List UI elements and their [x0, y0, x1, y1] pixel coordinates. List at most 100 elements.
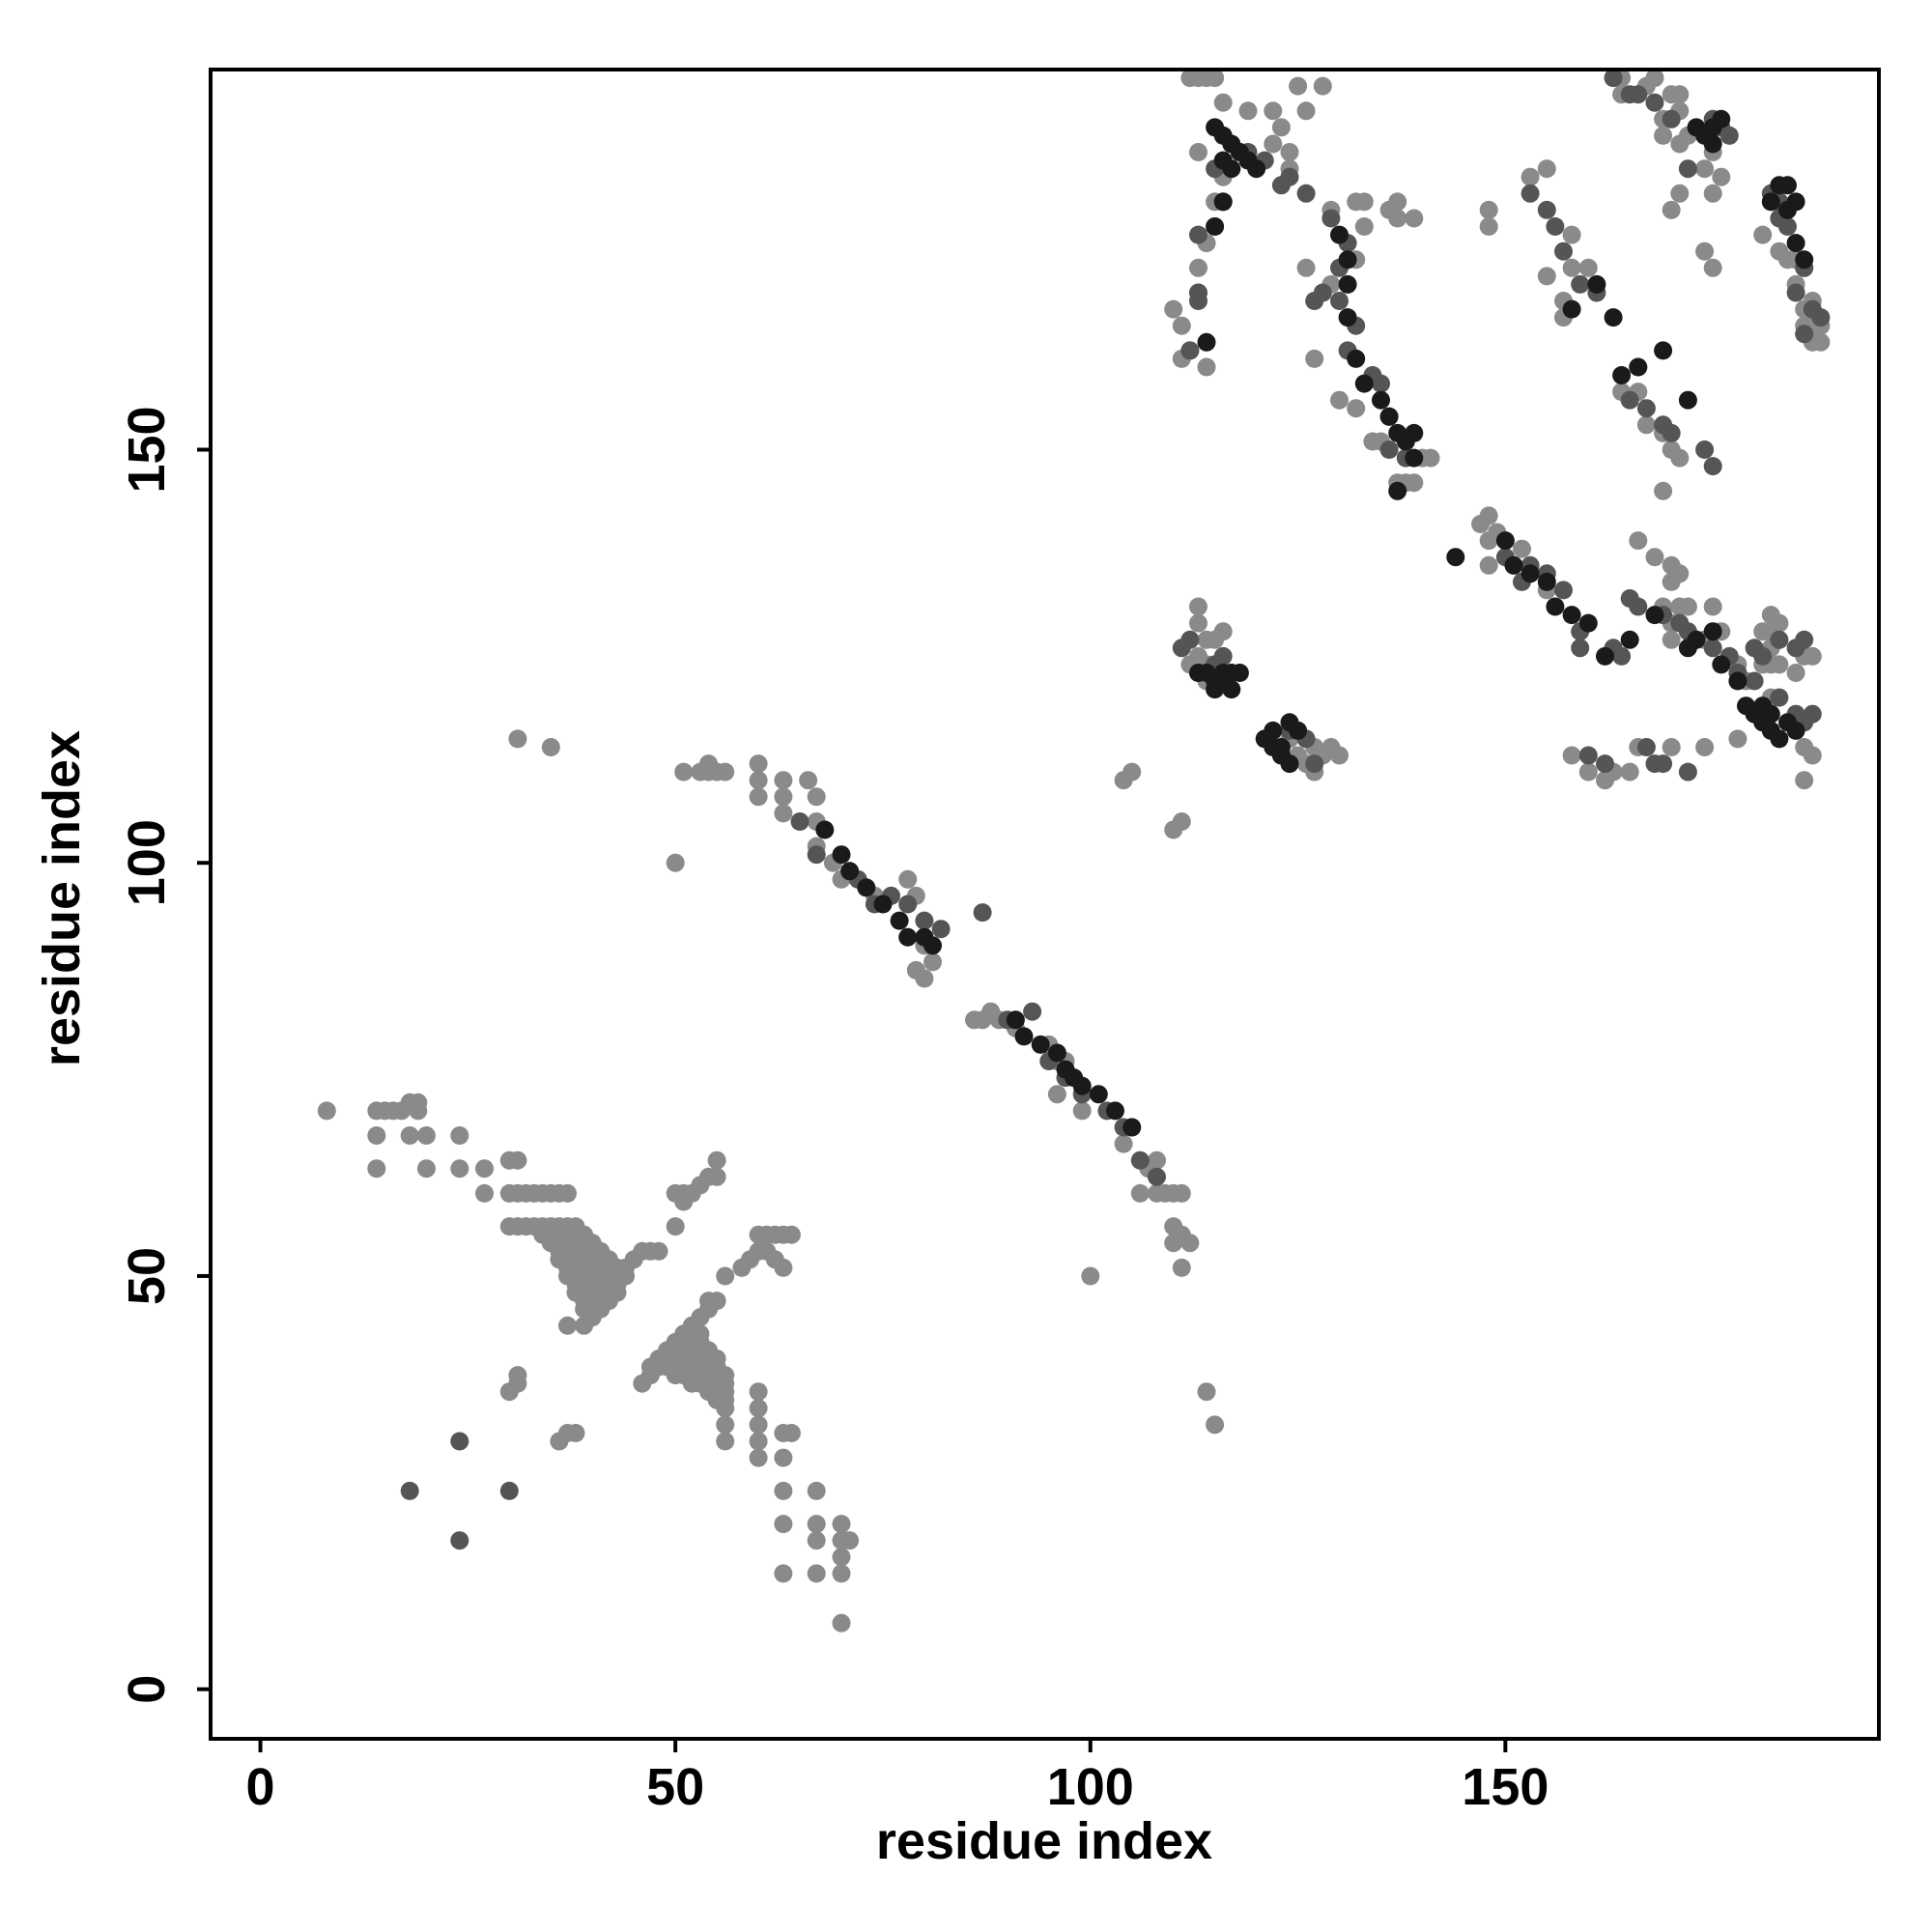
contact-point	[1670, 448, 1690, 468]
contact-point	[1280, 754, 1299, 774]
contact-point	[1670, 85, 1690, 104]
contact-point	[1072, 1101, 1092, 1121]
contact-point	[475, 1183, 494, 1203]
contact-point	[832, 1548, 851, 1567]
contact-point	[1172, 812, 1191, 831]
contact-point	[807, 1515, 826, 1534]
contact-point	[1354, 374, 1374, 393]
contact-point	[1023, 1002, 1042, 1021]
contact-point	[1703, 597, 1722, 616]
contact-point	[1795, 738, 1814, 756]
contact-point	[1296, 184, 1316, 203]
contact-point	[716, 1366, 735, 1385]
contact-point	[1479, 217, 1498, 236]
contact-point	[1562, 258, 1581, 277]
contact-point	[832, 1515, 851, 1534]
contact-point	[1379, 200, 1399, 219]
contact-point	[898, 927, 918, 947]
contact-point	[541, 738, 560, 756]
contact-point	[774, 1481, 793, 1500]
contact-point	[1280, 167, 1299, 186]
contact-point	[1562, 299, 1581, 319]
contact-point	[1678, 390, 1697, 410]
x-axis-label: residue index	[876, 1812, 1212, 1870]
contact-point	[1596, 754, 1614, 774]
contact-point	[931, 920, 951, 939]
contact-point	[1670, 134, 1690, 154]
contact-point	[707, 1167, 726, 1186]
contact-point	[1803, 704, 1822, 724]
contact-point	[1206, 217, 1225, 236]
contact-point	[1189, 292, 1208, 310]
contact-point	[367, 1126, 386, 1145]
contact-point	[1164, 299, 1183, 319]
y-tick-label: 50	[118, 1247, 176, 1305]
contact-point	[1695, 738, 1715, 756]
contact-point	[1354, 192, 1374, 212]
contact-point	[317, 1101, 336, 1121]
contact-point	[923, 936, 942, 955]
contact-point	[1213, 622, 1233, 641]
contact-point	[1753, 646, 1773, 666]
contact-point	[1678, 762, 1697, 781]
contact-point	[1047, 1085, 1066, 1104]
contact-point	[1562, 606, 1581, 625]
contact-point	[666, 1217, 685, 1236]
x-tick-label: 50	[646, 1758, 704, 1816]
contact-point	[1405, 423, 1424, 442]
contact-point	[1148, 1167, 1166, 1186]
contact-point	[400, 1126, 419, 1145]
contact-point	[1654, 126, 1673, 145]
contact-point	[508, 1374, 527, 1393]
contact-point	[1654, 754, 1673, 774]
contact-point	[1421, 448, 1440, 468]
contact-point	[1596, 646, 1614, 666]
contact-point	[1778, 176, 1797, 195]
contact-point	[1695, 440, 1715, 459]
y-axis: 0 50 100 150	[118, 406, 211, 1704]
contact-point	[749, 771, 768, 790]
contact-point	[1354, 217, 1374, 236]
contact-point	[1571, 274, 1590, 294]
contact-point	[1006, 1010, 1025, 1030]
contact-point	[1222, 680, 1241, 699]
contact-point	[1213, 192, 1233, 212]
contact-point	[1670, 184, 1690, 203]
contact-point	[1604, 69, 1623, 88]
contact-point	[1703, 622, 1722, 641]
x-tick-label: 150	[1462, 1758, 1548, 1816]
contact-point	[1703, 184, 1722, 203]
contact-point	[807, 845, 826, 865]
contact-point	[1122, 1118, 1142, 1137]
contact-point	[1629, 597, 1648, 616]
contact-point	[1562, 746, 1581, 765]
contact-point	[1578, 746, 1598, 765]
contact-point	[873, 895, 893, 914]
contact-point	[1180, 1234, 1200, 1253]
contact-point	[1537, 159, 1556, 179]
contact-point	[499, 1481, 519, 1500]
contact-point	[1338, 250, 1357, 270]
contact-point	[840, 862, 860, 881]
contact-point	[1761, 606, 1780, 625]
contact-point	[807, 1564, 826, 1583]
contact-point	[1247, 159, 1266, 179]
contact-point	[1670, 597, 1690, 616]
y-tick-label: 0	[118, 1675, 176, 1704]
contact-point	[1786, 234, 1805, 253]
contact-point	[1678, 159, 1697, 179]
contact-point	[1213, 646, 1233, 666]
contact-point	[1172, 316, 1191, 335]
contact-point	[1578, 258, 1598, 277]
contact-point	[666, 853, 685, 872]
contact-point	[1206, 680, 1225, 699]
contact-point	[450, 1531, 469, 1550]
contact-point	[1770, 729, 1789, 749]
contact-point	[1305, 754, 1324, 774]
contact-point	[1197, 332, 1216, 352]
contact-point	[1571, 639, 1590, 658]
contact-point	[1537, 572, 1556, 591]
contact-point	[1114, 771, 1133, 790]
contact-point	[1795, 250, 1814, 270]
contact-point	[1612, 366, 1632, 384]
